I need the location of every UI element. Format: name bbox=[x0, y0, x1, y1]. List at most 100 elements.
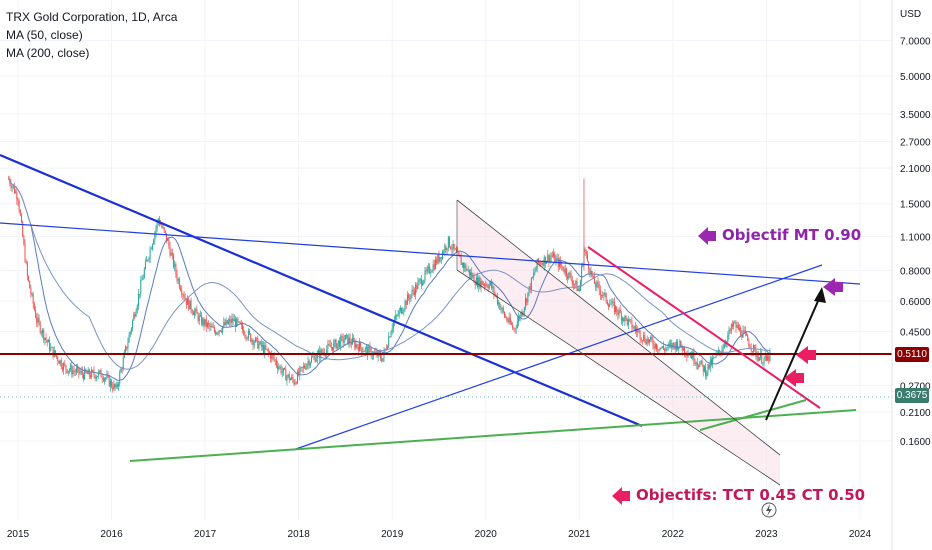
candle bbox=[539, 262, 541, 264]
candle bbox=[595, 283, 597, 288]
candle bbox=[247, 330, 249, 339]
candle bbox=[501, 307, 503, 309]
candle bbox=[139, 293, 141, 295]
candle bbox=[556, 257, 558, 259]
candle bbox=[17, 199, 19, 201]
candle bbox=[54, 350, 56, 356]
candle bbox=[346, 334, 348, 336]
candle bbox=[155, 227, 157, 233]
candle bbox=[59, 360, 61, 364]
candle bbox=[184, 297, 186, 299]
candle bbox=[208, 323, 210, 325]
candle bbox=[232, 318, 234, 322]
candle bbox=[22, 221, 24, 237]
candle bbox=[464, 264, 466, 268]
candle bbox=[32, 293, 34, 305]
candle bbox=[122, 357, 124, 370]
candle bbox=[475, 277, 477, 286]
candle bbox=[162, 227, 164, 229]
candle bbox=[692, 352, 694, 359]
ma50-label[interactable]: MA (50, close) bbox=[6, 28, 83, 42]
candle bbox=[751, 351, 753, 352]
candle bbox=[729, 329, 731, 331]
candle bbox=[67, 370, 69, 373]
candle bbox=[677, 341, 679, 350]
candle bbox=[590, 271, 592, 275]
candle bbox=[266, 349, 268, 350]
candle bbox=[571, 279, 573, 285]
candle bbox=[370, 348, 372, 357]
candle bbox=[309, 362, 311, 366]
candle bbox=[484, 284, 486, 286]
candle bbox=[65, 365, 67, 370]
candle bbox=[443, 251, 445, 253]
candle bbox=[330, 347, 332, 348]
candle bbox=[623, 317, 625, 322]
candle bbox=[399, 307, 401, 311]
candle bbox=[728, 329, 730, 336]
candle bbox=[354, 340, 356, 348]
objectifs-text: Objectifs: TCT 0.45 CT 0.50 bbox=[636, 486, 866, 504]
candle bbox=[291, 376, 293, 379]
candle bbox=[570, 274, 572, 280]
candle bbox=[357, 346, 359, 352]
candle bbox=[438, 255, 440, 262]
candle bbox=[730, 324, 732, 331]
candle bbox=[270, 353, 272, 359]
marker-arrow-icon bbox=[808, 350, 816, 360]
candle bbox=[265, 345, 267, 350]
candle bbox=[382, 358, 384, 362]
candle bbox=[693, 352, 695, 363]
candle bbox=[218, 330, 220, 333]
candle bbox=[760, 352, 762, 358]
candle bbox=[261, 345, 263, 347]
candle bbox=[240, 323, 242, 325]
candle bbox=[401, 307, 403, 314]
candle bbox=[553, 253, 555, 257]
candle bbox=[493, 286, 495, 294]
candle bbox=[477, 277, 479, 287]
candle bbox=[463, 263, 465, 268]
candle bbox=[398, 310, 400, 315]
symbol-title[interactable]: TRX Gold Corporation, 1D, Arca bbox=[6, 10, 178, 24]
candle bbox=[660, 347, 662, 349]
candle bbox=[202, 318, 204, 325]
candle bbox=[405, 301, 407, 305]
candle bbox=[298, 371, 300, 375]
last-price-tag: 0.3675 bbox=[895, 388, 929, 403]
candle bbox=[39, 322, 41, 333]
candle bbox=[296, 371, 298, 384]
candle bbox=[406, 294, 408, 305]
candle bbox=[500, 308, 502, 310]
candle bbox=[481, 280, 483, 285]
candle bbox=[709, 359, 711, 369]
candle bbox=[149, 248, 151, 259]
price-tick-label: 0.2100 bbox=[900, 408, 931, 419]
candle bbox=[340, 336, 342, 347]
candle bbox=[292, 376, 294, 381]
candle bbox=[293, 380, 295, 385]
candle bbox=[258, 343, 260, 349]
candle bbox=[712, 358, 714, 365]
candle bbox=[111, 380, 113, 387]
candle bbox=[151, 244, 153, 250]
candle bbox=[141, 279, 143, 281]
candle bbox=[487, 286, 489, 289]
ma200-label[interactable]: MA (200, close) bbox=[6, 46, 90, 60]
red-trend-line bbox=[587, 246, 821, 409]
candle bbox=[60, 360, 62, 368]
candle bbox=[568, 272, 570, 279]
marker-arrow-icon bbox=[796, 373, 804, 383]
candle bbox=[714, 357, 716, 359]
candle bbox=[40, 332, 42, 334]
candle bbox=[521, 312, 523, 316]
candle bbox=[19, 210, 21, 216]
candle bbox=[72, 370, 74, 375]
time-axis: 2015 2016 2017 2018 2019 2020 2021 2022 2023 2024 bbox=[7, 529, 872, 540]
candle bbox=[705, 366, 707, 377]
objectifs-annotation[interactable]: Objectifs: TCT 0.45 CT 0.50 bbox=[612, 486, 865, 505]
candle bbox=[522, 311, 524, 316]
objectif-mt-annotation[interactable]: Objectif MT 0.90 bbox=[698, 226, 861, 245]
candle bbox=[673, 342, 675, 345]
candle bbox=[252, 339, 254, 346]
